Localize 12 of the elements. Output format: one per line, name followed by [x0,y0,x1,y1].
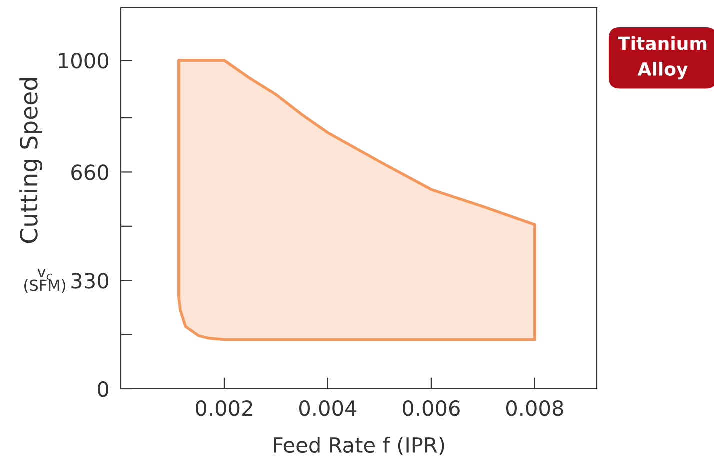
y-tick-label: 660 [72,164,109,180]
x-tick-label: 0.004 [300,400,357,416]
x-axis-title: Feed Rate f (IPR) [274,436,444,456]
y-tick-label: 1000 [59,53,109,69]
text: v$_{c}$ (SFM) [24,269,66,294]
text: Titanium Alloy [618,36,707,80]
y-axis-title: Cutting Speed [20,78,42,244]
x-tick-label: 0.006 [402,400,460,416]
x-tick-label: 0.002 [196,400,252,416]
x-tick-label: 0.008 [506,400,564,416]
y-tick-label: 0 [98,381,109,398]
y-tick-label: 330 [72,273,109,289]
